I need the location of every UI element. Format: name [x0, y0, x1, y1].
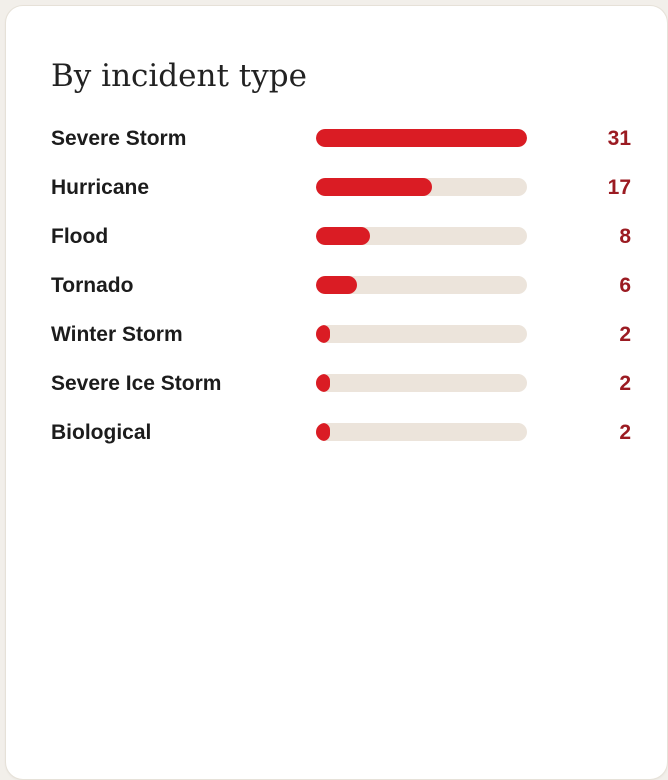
- chart-title: By incident type: [51, 58, 307, 94]
- bar-row: Severe Storm 31: [51, 114, 631, 163]
- bar-track: [316, 227, 527, 245]
- bar-category-label: Winter Storm: [51, 323, 183, 346]
- bar-fill: [316, 276, 357, 294]
- bar-value-label: 8: [619, 225, 631, 248]
- bar-row: Flood 8: [51, 212, 631, 261]
- bar-track: [316, 374, 527, 392]
- bar-value-label: 6: [619, 274, 631, 297]
- bar-fill: [316, 374, 330, 392]
- bar-rows: Severe Storm 31 Hurricane 17 Flood 8 Tornado 6 W…: [51, 114, 631, 457]
- bar-fill: [316, 325, 330, 343]
- bar-category-label: Biological: [51, 421, 152, 444]
- bar-row: Severe Ice Storm 2: [51, 359, 631, 408]
- bar-row: Tornado 6: [51, 261, 631, 310]
- bar-value-label: 2: [619, 421, 631, 444]
- bar-fill: [316, 227, 370, 245]
- bar-row: Biological 2: [51, 408, 631, 457]
- bar-category-label: Severe Ice Storm: [51, 372, 222, 395]
- bar-track: [316, 129, 527, 147]
- incident-type-card: By incident type Severe Storm 31 Hurricane…: [5, 5, 668, 780]
- bar-row: Hurricane 17: [51, 163, 631, 212]
- bar-track: [316, 178, 527, 196]
- bar-category-label: Hurricane: [51, 176, 150, 199]
- bar-value-label: 17: [607, 176, 631, 199]
- bar-category-label: Tornado: [51, 274, 134, 297]
- bar-fill: [316, 423, 330, 441]
- bar-track: [316, 276, 527, 294]
- bar-category-label: Severe Storm: [51, 127, 187, 150]
- bar-value-label: 2: [619, 372, 631, 395]
- bar-track: [316, 325, 527, 343]
- bar-fill: [316, 129, 527, 147]
- bar-category-label: Flood: [51, 225, 109, 248]
- bar-row: Winter Storm 2: [51, 310, 631, 359]
- bar-value-label: 2: [619, 323, 631, 346]
- bar-value-label: 31: [607, 127, 631, 150]
- bar-track: [316, 423, 527, 441]
- bar-fill: [316, 178, 432, 196]
